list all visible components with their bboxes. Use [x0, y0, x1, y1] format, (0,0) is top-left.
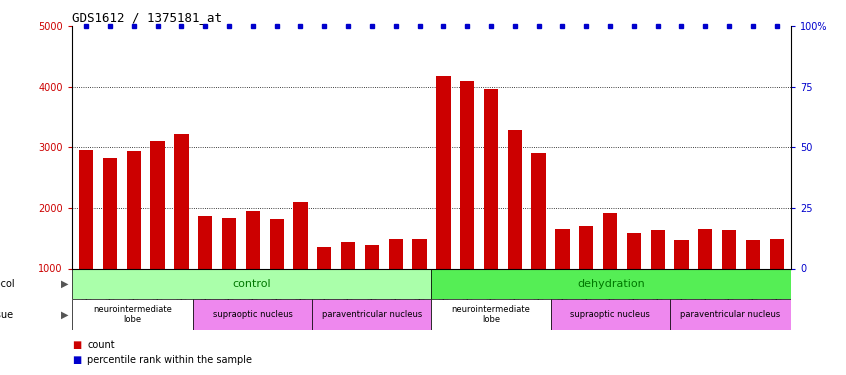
Text: count: count	[87, 340, 115, 350]
Bar	[508, 130, 522, 329]
Bar	[317, 247, 332, 329]
Text: protocol: protocol	[0, 279, 14, 289]
Bar	[770, 239, 784, 329]
Bar	[365, 246, 379, 329]
Bar	[603, 213, 618, 329]
Bar	[194, 299, 312, 330]
Text: dehydration: dehydration	[577, 279, 645, 289]
Bar	[437, 76, 451, 329]
Bar	[127, 151, 141, 329]
Bar	[341, 243, 355, 329]
Bar	[103, 158, 117, 329]
Bar	[412, 239, 426, 329]
Bar	[627, 233, 641, 329]
Text: neurointermediate
lobe: neurointermediate lobe	[452, 305, 530, 324]
Text: tissue: tissue	[0, 310, 14, 320]
Bar	[460, 81, 475, 329]
Bar	[174, 134, 189, 329]
Text: supraoptic nucleus: supraoptic nucleus	[570, 310, 650, 319]
Bar	[555, 228, 569, 329]
Text: GDS1612 / 1375181_at: GDS1612 / 1375181_at	[72, 11, 222, 24]
Bar	[431, 299, 551, 330]
Bar	[270, 219, 283, 329]
Bar	[245, 211, 260, 329]
Bar	[746, 240, 760, 329]
Bar	[79, 150, 93, 329]
Bar	[551, 299, 669, 330]
Bar	[484, 89, 498, 329]
Bar	[198, 216, 212, 329]
Text: ▶: ▶	[61, 310, 69, 320]
Text: ■: ■	[72, 340, 81, 350]
Text: paraventricular nucleus: paraventricular nucleus	[680, 310, 780, 319]
Bar	[431, 268, 791, 299]
Bar	[651, 230, 665, 329]
Bar	[669, 299, 791, 330]
Text: neurointermediate
lobe: neurointermediate lobe	[93, 305, 172, 324]
Text: ■: ■	[72, 355, 81, 365]
Bar	[698, 229, 712, 329]
Text: supraoptic nucleus: supraoptic nucleus	[213, 310, 293, 319]
Text: ▶: ▶	[61, 279, 69, 289]
Bar	[531, 153, 546, 329]
Bar	[222, 217, 236, 329]
Bar	[151, 141, 165, 329]
Text: percentile rank within the sample: percentile rank within the sample	[87, 355, 252, 365]
Text: paraventricular nucleus: paraventricular nucleus	[321, 310, 422, 319]
Bar	[294, 202, 308, 329]
Text: control: control	[233, 279, 271, 289]
Bar	[72, 268, 431, 299]
Bar	[312, 299, 431, 330]
Bar	[72, 299, 194, 330]
Bar	[722, 230, 736, 329]
Bar	[388, 239, 403, 329]
Bar	[580, 226, 593, 329]
Bar	[674, 240, 689, 329]
